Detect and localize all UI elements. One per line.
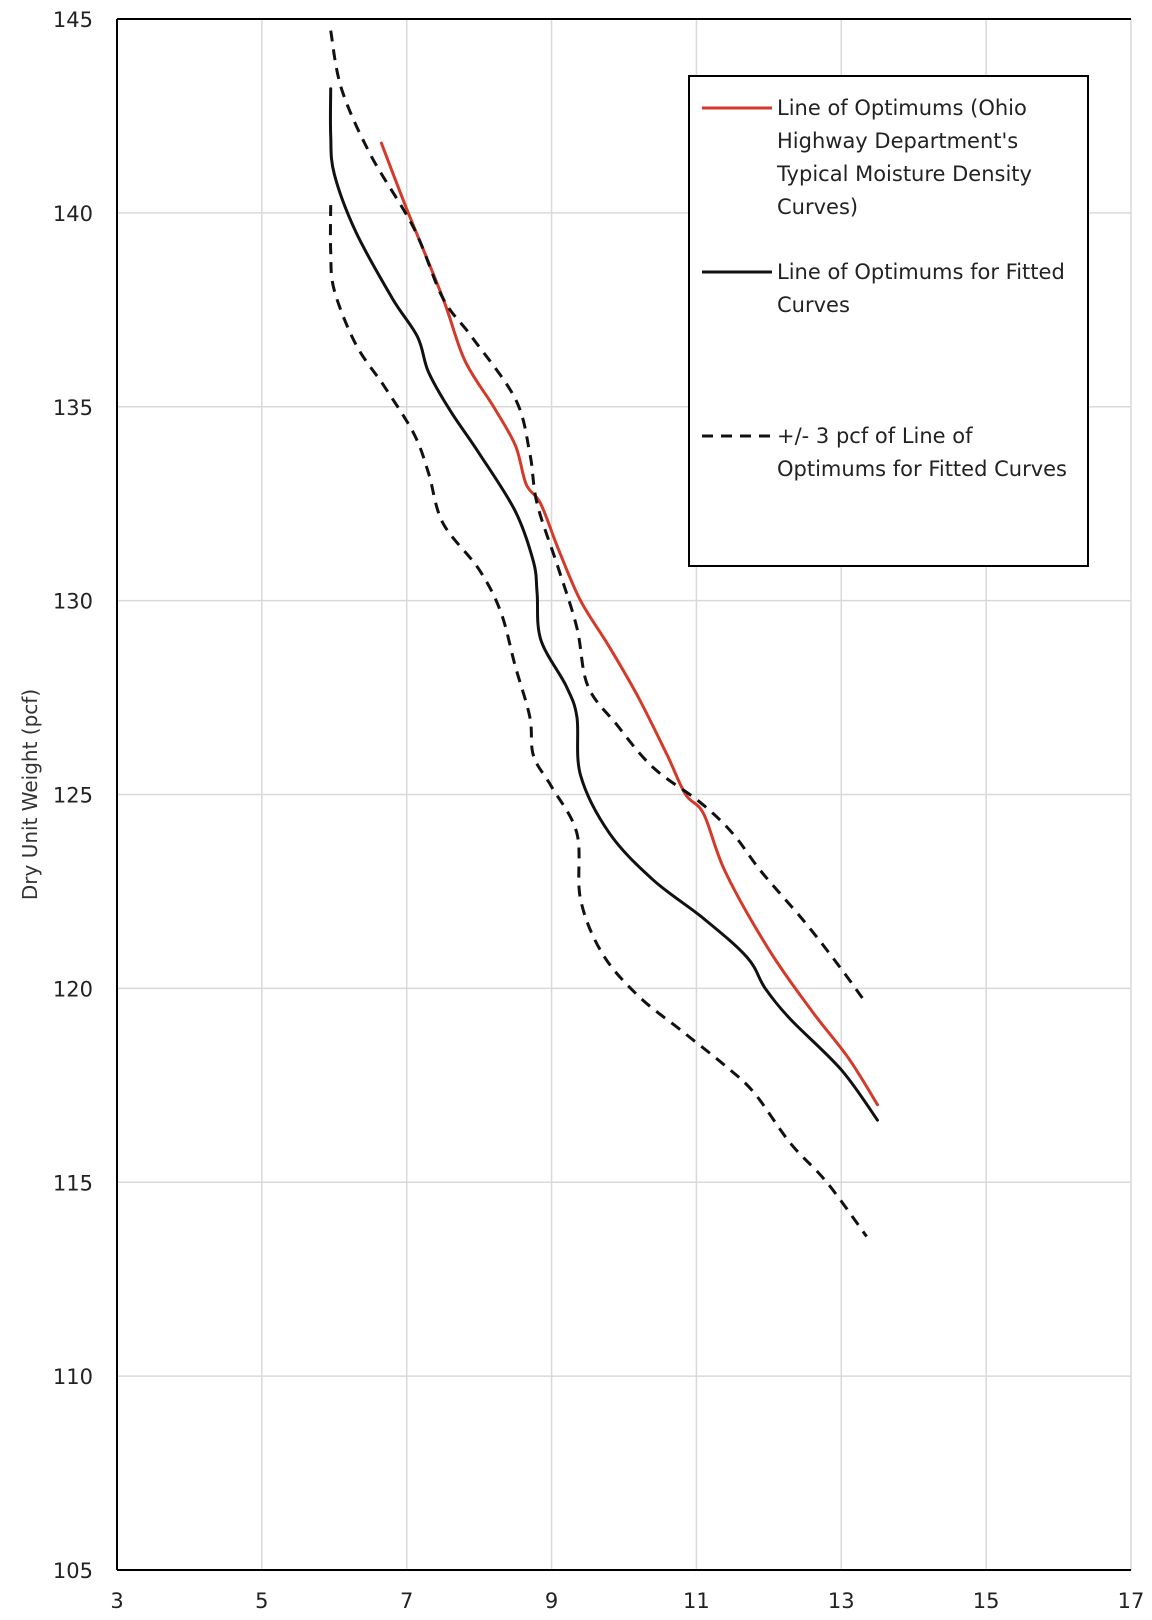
axes: [116, 18, 1131, 1571]
legend-label: Typical Moisture Density: [776, 162, 1032, 186]
legend-label: +/- 3 pcf of Line of: [777, 424, 973, 448]
x-tick-label: 15: [973, 1589, 1000, 1613]
legend-label: Curves): [777, 195, 858, 219]
y-tick-label: 105: [53, 1559, 93, 1583]
legend-label: Line of Optimums (Ohio: [777, 96, 1027, 120]
legend: Line of Optimums (Ohio Highway Department…: [688, 75, 1089, 567]
x-tick-label: 7: [400, 1589, 413, 1613]
y-tick-label: 110: [53, 1365, 93, 1389]
y-tick-label: 125: [53, 784, 93, 808]
legend-label: Curves: [777, 293, 850, 317]
series-fitted-optimums-line: [328, 87, 879, 1122]
series-lower-bound-dashed-line: [328, 205, 868, 1238]
x-tick-label: 5: [255, 1589, 268, 1613]
x-tick-label: 13: [828, 1589, 855, 1613]
x-tick-label: 9: [545, 1589, 558, 1613]
y-tick-label: 115: [53, 1171, 93, 1195]
y-tick-label: 130: [53, 590, 93, 614]
x-tick-label: 3: [110, 1589, 123, 1613]
x-tick-label: 17: [1118, 1589, 1145, 1613]
series-upper-bound-dashed-line: [329, 30, 868, 1005]
legend-label: Optimums for Fitted Curves: [777, 457, 1067, 481]
series-ohio-optimums-line: [379, 141, 879, 1107]
y-tick-label: 145: [53, 8, 93, 32]
x-axis-tick-labels: 3 5 7 9 11 13 15 17: [110, 1589, 1144, 1613]
series-lines: [328, 30, 879, 1238]
y-tick-label: 135: [53, 396, 93, 420]
y-axis-tick-labels: 105 110 115 120 125 130 135 140 145: [53, 8, 93, 1583]
y-axis-label: Dry Unit Weight (pcf): [18, 689, 42, 900]
x-tick-label: 11: [683, 1589, 710, 1613]
y-tick-label: 120: [53, 977, 93, 1001]
legend-box: [688, 75, 1089, 567]
y-tick-label: 140: [53, 202, 93, 226]
legend-label: Line of Optimums for Fitted: [777, 260, 1065, 284]
legend-label: Highway Department's: [777, 129, 1018, 153]
